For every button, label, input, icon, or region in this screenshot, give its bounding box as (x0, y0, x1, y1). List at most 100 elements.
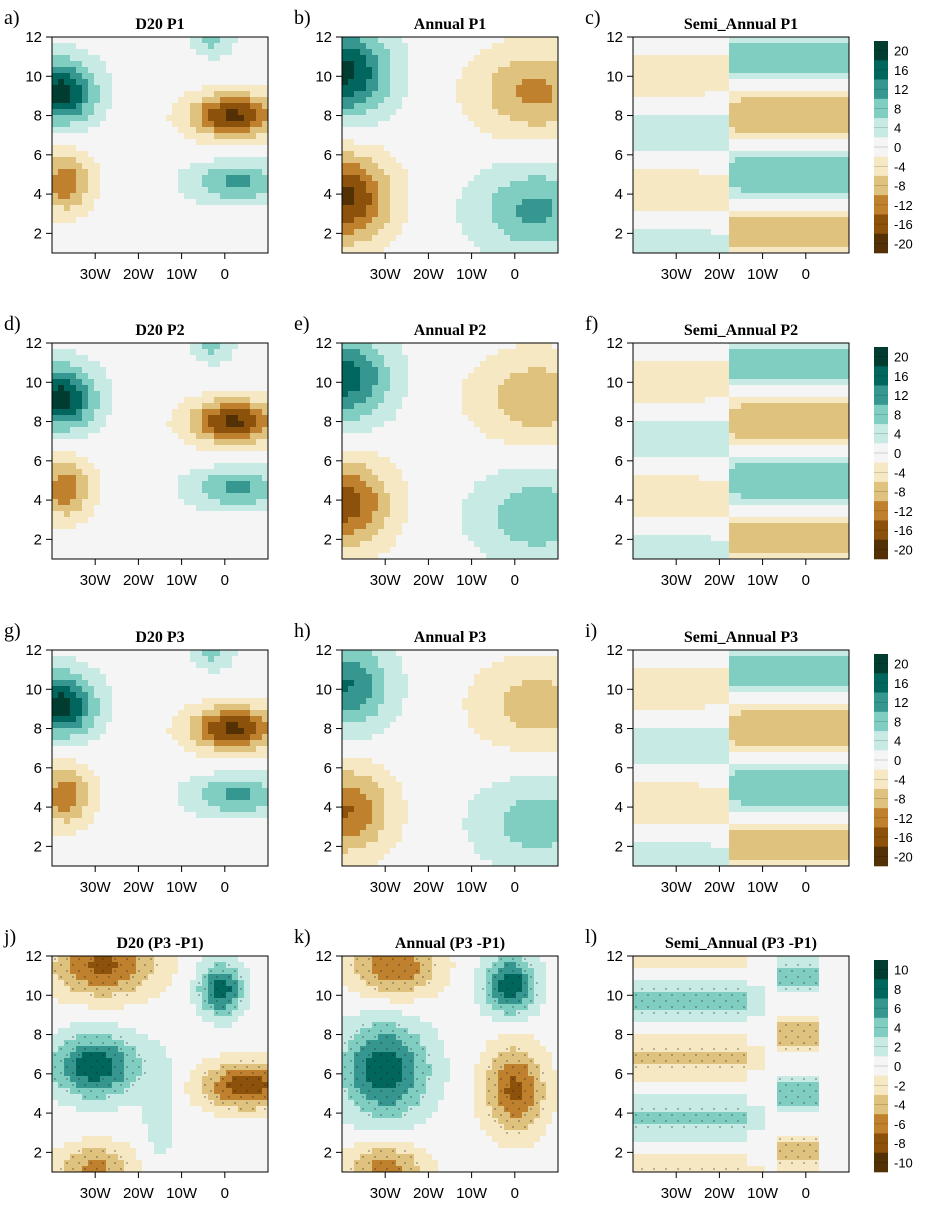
cell (190, 487, 197, 494)
cell (190, 541, 197, 548)
cell (214, 547, 221, 554)
cell (807, 133, 814, 140)
cell (669, 187, 676, 194)
cell (160, 355, 167, 362)
cell (202, 541, 209, 548)
cell (52, 439, 59, 446)
cell (190, 73, 197, 80)
cell (106, 403, 113, 410)
cell (717, 157, 724, 164)
cell (166, 103, 173, 110)
cell (202, 139, 209, 146)
cell (148, 67, 155, 74)
cell (504, 181, 511, 188)
cell (504, 73, 511, 80)
cell (663, 91, 670, 98)
cell (831, 97, 838, 104)
cell (552, 121, 558, 128)
cell (801, 55, 808, 62)
cell (360, 91, 367, 98)
cell (831, 235, 838, 242)
cell (504, 187, 511, 194)
cell (402, 139, 409, 146)
cell (372, 127, 379, 134)
cell (232, 91, 239, 98)
cell (360, 199, 367, 206)
cell (88, 457, 95, 464)
cell (190, 175, 197, 182)
cell (717, 241, 724, 248)
cell (450, 193, 457, 200)
cell (142, 217, 149, 224)
cell (825, 235, 832, 242)
cell (657, 61, 664, 68)
cell (699, 115, 706, 122)
cell (396, 55, 403, 62)
cell (657, 241, 664, 248)
cell (184, 61, 191, 68)
cell (106, 43, 113, 50)
cell (58, 403, 65, 410)
cell (76, 223, 83, 230)
cell (130, 115, 137, 122)
cell (468, 115, 475, 122)
cell (651, 37, 658, 44)
cell (196, 169, 203, 176)
cell (843, 37, 849, 44)
cell (64, 487, 71, 494)
cell (166, 223, 173, 230)
cell (202, 235, 209, 242)
cell (52, 427, 59, 434)
cell (112, 49, 119, 56)
cell (112, 343, 119, 350)
cell (783, 187, 790, 194)
cell (414, 151, 421, 158)
cell (52, 181, 59, 188)
cell (426, 139, 433, 146)
cell (106, 121, 113, 128)
cell (687, 181, 694, 188)
cell (202, 439, 209, 446)
cell (639, 157, 646, 164)
cell (202, 493, 209, 500)
cell (432, 73, 439, 80)
cell (244, 169, 251, 176)
cell (220, 67, 227, 74)
cell (528, 181, 535, 188)
cell (94, 349, 101, 356)
cell (76, 349, 83, 356)
cell (172, 139, 179, 146)
cell (402, 109, 409, 116)
cell (360, 223, 367, 230)
cell (633, 115, 640, 122)
cell (546, 217, 553, 224)
cell (807, 181, 814, 188)
cell (208, 61, 215, 68)
cell (214, 505, 221, 512)
cell (178, 229, 185, 236)
cell (438, 121, 445, 128)
cell (58, 193, 65, 200)
cell (438, 241, 445, 248)
cell (160, 475, 167, 482)
cell (142, 487, 149, 494)
cell (88, 217, 95, 224)
cell (789, 151, 796, 158)
cell (142, 175, 149, 182)
cell (142, 517, 149, 524)
cell (438, 145, 445, 152)
cell (510, 235, 517, 242)
cell (366, 49, 373, 56)
cell (70, 403, 77, 410)
cell (238, 115, 245, 122)
cell (82, 457, 89, 464)
cell (735, 235, 742, 242)
cell (789, 247, 796, 253)
cell (94, 541, 101, 548)
cell (348, 73, 355, 80)
cell (546, 67, 553, 74)
cell (480, 223, 487, 230)
cell (450, 121, 457, 128)
cell (486, 109, 493, 116)
cell (432, 103, 439, 110)
